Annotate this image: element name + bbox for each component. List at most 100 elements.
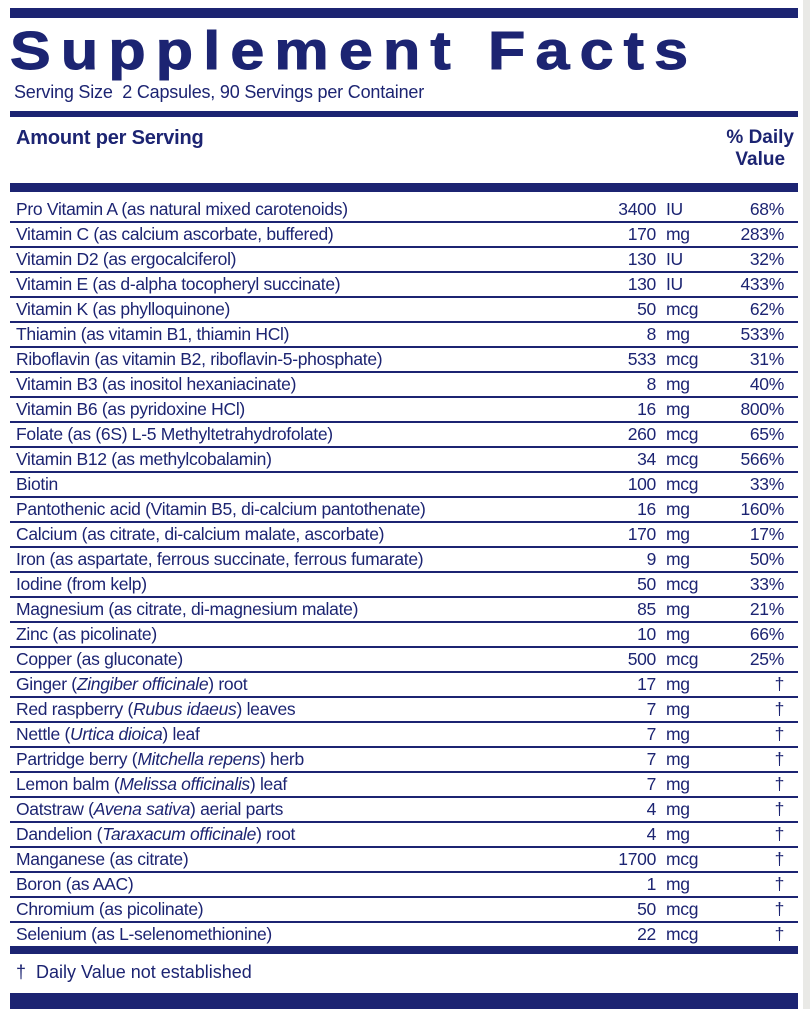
ingredient-latin-name: Melissa officinalis [119, 774, 250, 794]
ingredient-unit: mcg [666, 299, 699, 319]
table-row: Iron (as aspartate, ferrous succinate, f… [10, 548, 798, 573]
ingredient-name-text: Zinc (as picolinate) [16, 624, 157, 644]
ingredient-daily-value: † [774, 674, 785, 694]
ingredient-unit: mcg [666, 849, 699, 869]
ingredient-daily-value: 50% [749, 549, 784, 569]
table-row: Boron (as AAC) 1 mg † [10, 873, 798, 898]
ingredient-unit: mg [666, 224, 690, 244]
table-row: Riboflavin (as vitamin B2, riboflavin-5-… [10, 348, 798, 373]
ingredient-unit: mg [666, 599, 690, 619]
ingredient-amount: 130 [627, 249, 657, 269]
ingredient-name-text: Pro Vitamin A (as natural mixed caroteno… [16, 199, 348, 219]
ingredient-name-text: Iron (as aspartate, ferrous succinate, f… [16, 549, 424, 569]
ingredient-name: Manganese (as citrate) [16, 848, 592, 870]
ingredient-amount: 16 [637, 399, 656, 419]
ingredient-amount: 7 [646, 774, 657, 794]
ingredient-name: Iodine (from kelp) [16, 573, 592, 595]
ingredient-daily-value: † [774, 724, 785, 744]
column-headers: Amount per Serving % Daily Value [10, 117, 798, 183]
ingredient-name: Ginger (Zingiber officinale) root [16, 673, 592, 695]
ingredient-unit: mg [666, 499, 690, 519]
ingredient-name-text: Partridge berry ( [16, 749, 138, 769]
daily-value-header-line2: Value [735, 149, 786, 170]
ingredient-name: Vitamin C (as calcium ascorbate, buffere… [16, 223, 592, 245]
ingredient-name: Dandelion (Taraxacum officinale) root [16, 823, 592, 845]
ingredient-name: Thiamin (as vitamin B1, thiamin HCl) [16, 323, 592, 345]
ingredient-name-text: Vitamin K (as phylloquinone) [16, 299, 231, 319]
ingredient-amount: 4 [646, 824, 657, 844]
ingredient-daily-value: † [774, 899, 785, 919]
ingredient-amount: 3400 [618, 199, 656, 219]
ingredient-name: Vitamin B12 (as methylcobalamin) [16, 448, 592, 470]
ingredient-daily-value: † [774, 749, 785, 769]
ingredient-daily-value: 21% [749, 599, 784, 619]
ingredient-amount: 50 [637, 574, 656, 594]
ingredient-name: Folate (as (6S) L-5 Methyltetrahydrofola… [16, 423, 592, 445]
ingredient-latin-name: Zingiber officinale [76, 674, 209, 694]
bottom-border-bar [10, 993, 798, 1009]
ingredient-unit: mcg [666, 924, 699, 944]
ingredient-amount: 7 [646, 699, 657, 719]
ingredient-name-text: Iodine (from kelp) [16, 574, 147, 594]
daily-value-header-line1: % Daily [726, 127, 794, 148]
ingredient-daily-value: † [774, 924, 785, 944]
table-row: Selenium (as L-selenomethionine) 22 mcg … [10, 923, 798, 948]
ingredient-unit: mg [666, 624, 690, 644]
ingredient-name-text: Ginger ( [16, 674, 77, 694]
ingredient-daily-value: 40% [749, 374, 784, 394]
ingredient-unit: mg [666, 399, 690, 419]
ingredient-name-text: Pantothenic acid (Vitamin B5, di-calcium… [16, 499, 426, 519]
divider-under-serving [10, 111, 798, 117]
ingredient-latin-name: Avena sativa [93, 799, 191, 819]
ingredient-name-text: Magnesium (as citrate, di-magnesium mala… [16, 599, 359, 619]
ingredient-daily-value: 66% [749, 624, 784, 644]
ingredient-name-suffix: ) root [208, 674, 248, 694]
ingredient-daily-value: † [774, 824, 785, 844]
ingredient-latin-name: Mitchella repens [137, 749, 260, 769]
ingredient-name: Partridge berry (Mitchella repens) herb [16, 748, 592, 770]
table-row: Pantothenic acid (Vitamin B5, di-calcium… [10, 498, 798, 523]
ingredient-daily-value: 566% [740, 449, 784, 469]
ingredient-unit: mg [666, 874, 690, 894]
ingredient-unit: IU [666, 249, 683, 269]
ingredient-name: Nettle (Urtica dioica) leaf [16, 723, 592, 745]
ingredient-name: Selenium (as L-selenomethionine) [16, 923, 592, 945]
ingredient-amount: 10 [637, 624, 656, 644]
divider-under-headers [10, 183, 798, 192]
ingredient-unit: mcg [666, 449, 699, 469]
ingredient-unit: mcg [666, 649, 699, 669]
ingredient-latin-name: Taraxacum officinale [102, 824, 257, 844]
table-row: Partridge berry (Mitchella repens) herb … [10, 748, 798, 773]
table-row: Oatstraw (Avena sativa) aerial parts 4 m… [10, 798, 798, 823]
table-row: Dandelion (Taraxacum officinale) root 4 … [10, 823, 798, 848]
ingredient-amount: 1 [646, 874, 657, 894]
ingredient-unit: mg [666, 524, 690, 544]
amount-per-serving-header: Amount per Serving [16, 127, 204, 149]
ingredient-unit: mcg [666, 474, 699, 494]
ingredient-amount: 170 [627, 224, 657, 244]
ingredient-name: Zinc (as picolinate) [16, 623, 592, 645]
ingredient-unit: mg [666, 699, 690, 719]
ingredient-daily-value: 68% [749, 199, 784, 219]
ingredient-daily-value: 533% [740, 324, 784, 344]
ingredient-name: Vitamin B3 (as inositol hexaniacinate) [16, 373, 592, 395]
facts-rows: Pro Vitamin A (as natural mixed caroteno… [10, 198, 798, 948]
ingredient-unit: mcg [666, 424, 699, 444]
ingredient-daily-value: 433% [740, 274, 784, 294]
ingredient-name-text: Red raspberry ( [16, 699, 134, 719]
ingredient-amount: 8 [646, 374, 657, 394]
ingredient-amount: 7 [646, 724, 657, 744]
table-row: Iodine (from kelp) 50 mcg 33% [10, 573, 798, 598]
ingredient-amount: 17 [637, 674, 656, 694]
ingredient-name-suffix: ) root [256, 824, 296, 844]
ingredient-amount: 1700 [618, 849, 656, 869]
table-row: Vitamin B3 (as inositol hexaniacinate) 8… [10, 373, 798, 398]
ingredient-name-suffix: ) herb [259, 749, 304, 769]
ingredient-daily-value: 33% [749, 574, 784, 594]
ingredient-name: Red raspberry (Rubus idaeus) leaves [16, 698, 592, 720]
ingredient-daily-value: 160% [740, 499, 784, 519]
ingredient-daily-value: 65% [749, 424, 784, 444]
ingredient-daily-value: † [774, 849, 785, 869]
ingredient-name-suffix: ) leaf [249, 774, 287, 794]
